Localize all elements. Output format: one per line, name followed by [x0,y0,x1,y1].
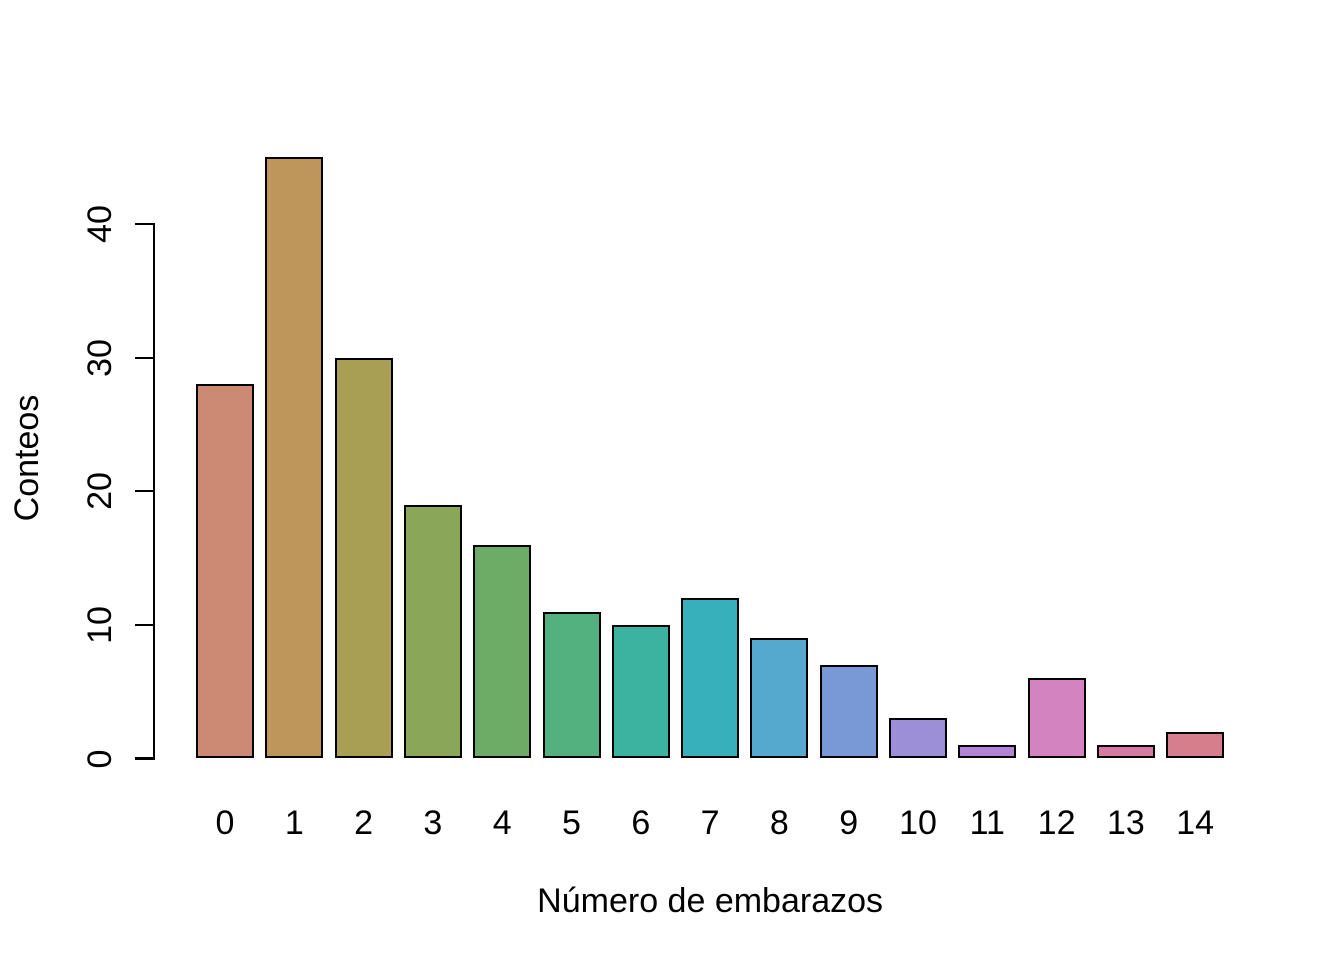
y-tick-mark-10 [135,623,155,627]
bar-8 [750,638,809,759]
bar-0 [196,384,254,759]
bar-1 [265,157,324,759]
bar-12 [1027,678,1086,759]
y-axis-title: Conteos [8,394,46,522]
x-tick-label-11: 11 [969,804,1005,842]
x-tick-label-14: 14 [1176,804,1215,842]
bar-7 [681,598,740,759]
y-tick-label-20: 20 [81,472,119,511]
x-tick-label-13: 13 [1106,804,1145,842]
x-tick-label-4: 4 [492,804,512,842]
bar-3 [403,504,462,759]
y-tick-mark-40 [135,222,155,226]
y-tick-label-10: 10 [81,605,119,644]
x-tick-label-0: 0 [215,804,235,842]
bar-6 [611,624,670,759]
bar-5 [542,611,601,759]
y-tick-label-0: 0 [81,749,119,768]
x-tick-label-7: 7 [700,804,720,842]
bar-2 [334,357,393,759]
y-tick-mark-0 [135,757,155,760]
y-tick-label-40: 40 [81,205,119,244]
y-tick-label-30: 30 [81,338,119,377]
x-tick-label-9: 9 [839,804,859,842]
bar-13 [1096,745,1155,759]
x-tick-label-1: 1 [284,804,304,842]
bar-4 [473,544,532,759]
x-tick-label-5: 5 [562,804,581,842]
bar-10 [889,718,947,759]
x-axis-title: Número de embarazos [537,882,884,920]
y-tick-mark-30 [135,356,155,359]
bar-9 [819,664,878,759]
x-tick-label-3: 3 [423,804,443,842]
y-tick-mark-20 [135,490,155,493]
x-tick-label-2: 2 [354,804,374,842]
x-tick-label-12: 12 [1037,804,1076,842]
x-tick-label-6: 6 [631,804,651,842]
x-tick-label-10: 10 [899,804,937,842]
x-tick-label-8: 8 [769,804,789,842]
bar-11 [958,745,1017,759]
bar-14 [1166,731,1225,759]
